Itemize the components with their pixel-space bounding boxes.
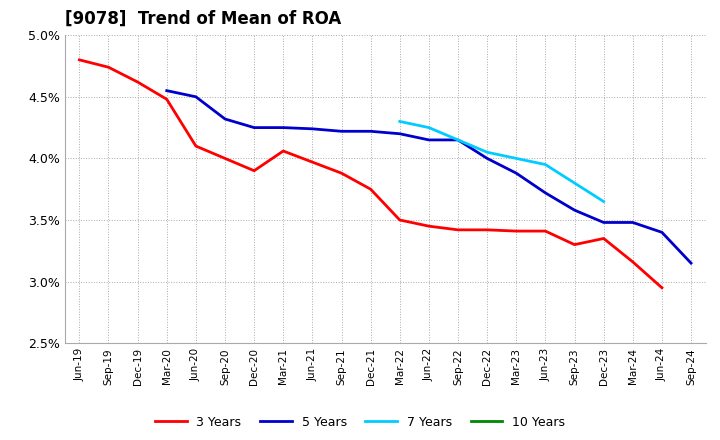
- 5 Years: [454, 137, 462, 143]
- 3 Years: [366, 187, 375, 192]
- 7 Years: [512, 156, 521, 161]
- 5 Years: [512, 171, 521, 176]
- 3 Years: [629, 259, 637, 264]
- 3 Years: [483, 227, 492, 232]
- 7 Years: [541, 162, 550, 167]
- Legend: 3 Years, 5 Years, 7 Years, 10 Years: 3 Years, 5 Years, 7 Years, 10 Years: [150, 411, 570, 434]
- 3 Years: [104, 65, 113, 70]
- 7 Years: [599, 199, 608, 204]
- 5 Years: [687, 260, 696, 266]
- 7 Years: [425, 125, 433, 130]
- 5 Years: [163, 88, 171, 93]
- 5 Years: [541, 190, 550, 195]
- 3 Years: [220, 156, 229, 161]
- 3 Years: [279, 148, 287, 154]
- 5 Years: [366, 128, 375, 134]
- 3 Years: [192, 143, 200, 149]
- 3 Years: [512, 228, 521, 234]
- Line: 7 Years: 7 Years: [400, 121, 603, 202]
- 7 Years: [454, 137, 462, 143]
- 5 Years: [250, 125, 258, 130]
- 3 Years: [570, 242, 579, 247]
- 3 Years: [337, 171, 346, 176]
- 5 Years: [337, 128, 346, 134]
- 5 Years: [483, 156, 492, 161]
- 3 Years: [133, 79, 142, 84]
- 3 Years: [657, 285, 666, 290]
- 7 Years: [395, 119, 404, 124]
- 5 Years: [657, 230, 666, 235]
- 3 Years: [395, 217, 404, 223]
- 3 Years: [250, 168, 258, 173]
- 5 Years: [629, 220, 637, 225]
- 5 Years: [599, 220, 608, 225]
- 3 Years: [599, 236, 608, 241]
- 7 Years: [483, 150, 492, 155]
- 5 Years: [279, 125, 287, 130]
- 5 Years: [570, 208, 579, 213]
- Line: 5 Years: 5 Years: [167, 91, 691, 263]
- 3 Years: [541, 228, 550, 234]
- 3 Years: [425, 224, 433, 229]
- 3 Years: [454, 227, 462, 232]
- 3 Years: [308, 159, 317, 165]
- 5 Years: [220, 116, 229, 121]
- 3 Years: [163, 97, 171, 102]
- Line: 3 Years: 3 Years: [79, 60, 662, 288]
- 3 Years: [75, 57, 84, 62]
- 7 Years: [570, 180, 579, 186]
- 5 Years: [425, 137, 433, 143]
- 5 Years: [308, 126, 317, 132]
- 5 Years: [192, 94, 200, 99]
- 5 Years: [395, 131, 404, 136]
- Text: [9078]  Trend of Mean of ROA: [9078] Trend of Mean of ROA: [65, 10, 341, 28]
